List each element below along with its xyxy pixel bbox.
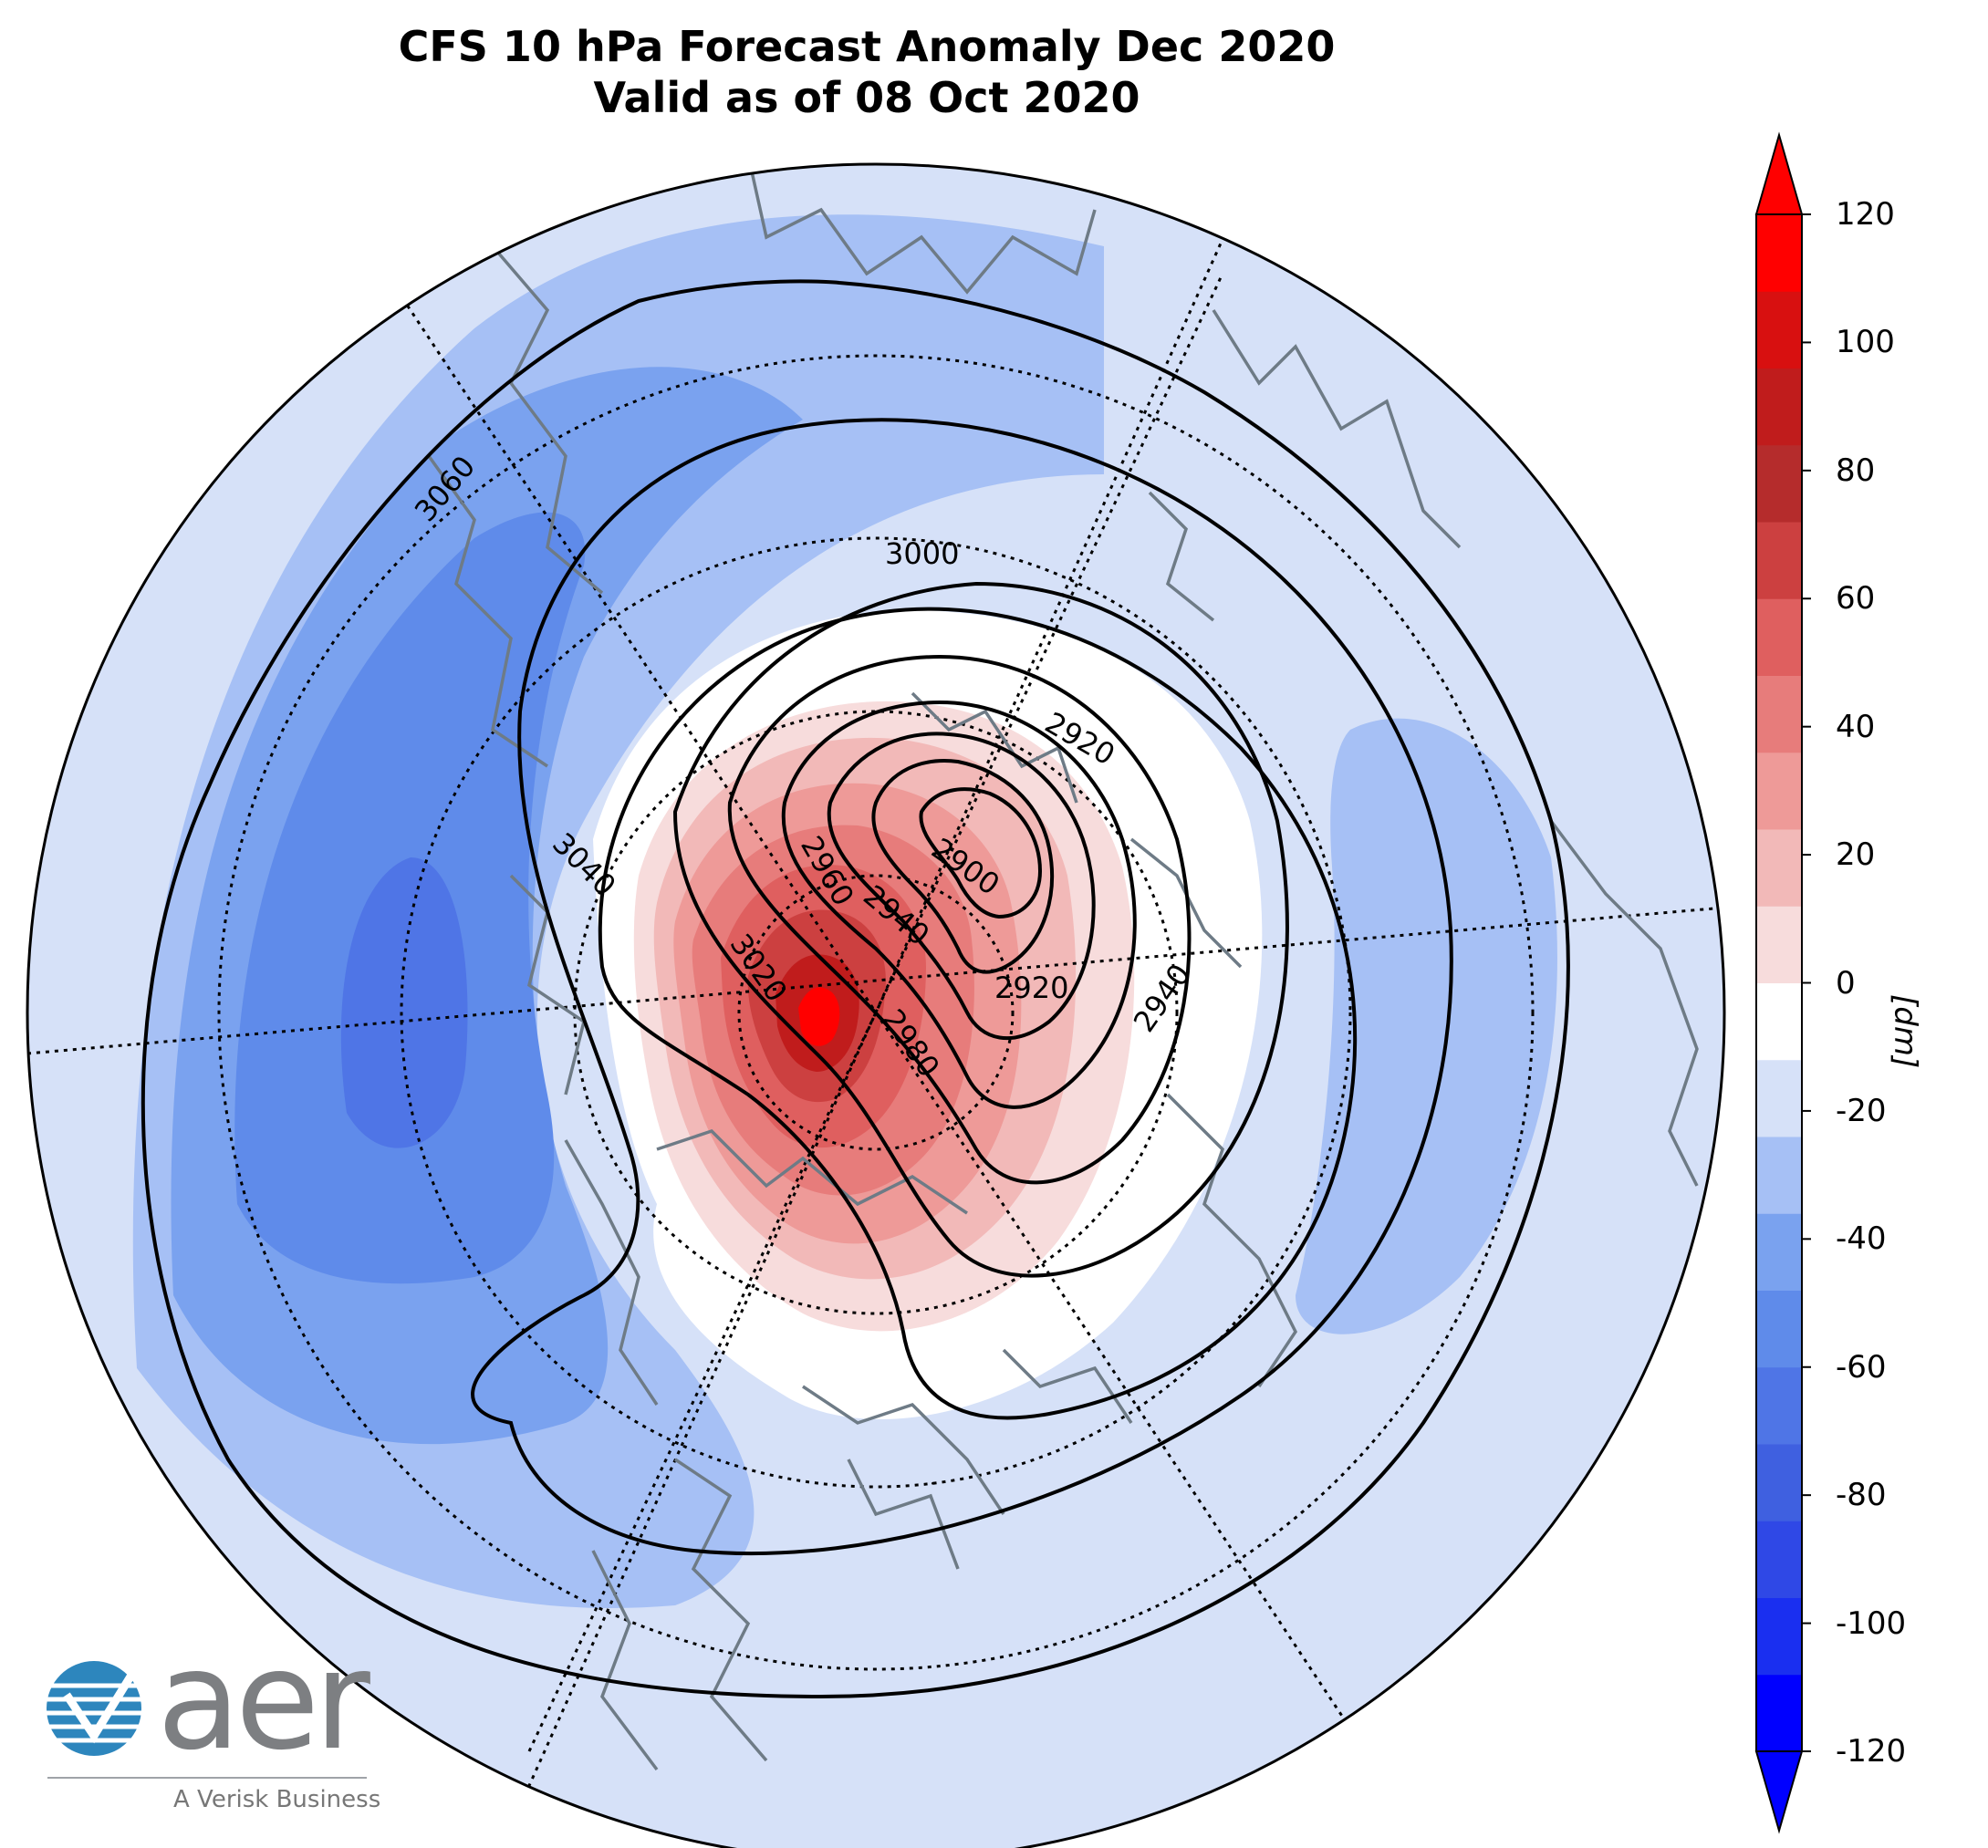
colorbar-tick-label: 20 xyxy=(1836,836,1876,874)
colorbar-segment xyxy=(1756,598,1802,676)
colorbar-segment xyxy=(1756,752,1802,830)
colorbar-segment xyxy=(1756,1444,1802,1521)
colorbar-segment xyxy=(1756,906,1802,983)
colorbar-tick-label: -80 xyxy=(1836,1477,1887,1514)
anomaly-neg-50-band xyxy=(340,857,468,1148)
colorbar-segment xyxy=(1756,1521,1802,1598)
colorbar-segment xyxy=(1756,1674,1802,1752)
contour-2980 xyxy=(727,654,1192,1185)
colorbar-tick-label: 60 xyxy=(1836,580,1876,618)
colorbar-tick-label: 0 xyxy=(1836,964,1856,1002)
contour-label-3000: 3000 xyxy=(885,536,959,571)
logo-wordmark: aer xyxy=(157,1622,370,1781)
colorbar-segment xyxy=(1756,522,1802,599)
colorbar-segment xyxy=(1756,829,1802,907)
colorbar-segment xyxy=(1756,1213,1802,1291)
colorbar-segment xyxy=(1756,1597,1802,1676)
colorbar-segment xyxy=(1756,214,1802,292)
colorbar-segment xyxy=(1756,291,1802,369)
contour-3040 xyxy=(471,418,1453,1556)
colorbar-top-extend xyxy=(1754,131,1804,215)
anomaly-pos-80 xyxy=(798,987,840,1046)
anomaly-neg-east-band xyxy=(1296,718,1557,1334)
colorbar-tick-label: -40 xyxy=(1836,1220,1887,1258)
colorbar-segment xyxy=(1756,444,1802,523)
colorbar-segment xyxy=(1756,1290,1802,1368)
contour-3060 xyxy=(141,279,1570,1699)
colorbar-tick-label: -60 xyxy=(1836,1348,1887,1386)
colorbar-tick-label: 120 xyxy=(1836,196,1895,233)
colorbar-tick-label: 100 xyxy=(1836,324,1895,361)
anomaly-field: 3060 3040 3020 3000 2980 2960 2940 2920 … xyxy=(27,164,1724,1848)
colorbar-segment xyxy=(1756,1137,1802,1214)
map-title-line1: CFS 10 hPa Forecast Anomaly Dec 2020 xyxy=(398,22,1336,71)
map-boundary xyxy=(26,162,1726,1848)
height-contours xyxy=(141,279,1570,1699)
colorbar-segment xyxy=(1756,368,1802,446)
colorbar-tick-label: -20 xyxy=(1836,1092,1887,1129)
colorbar-tick-label: -120 xyxy=(1836,1733,1907,1770)
logo-tagline: A Verisk Business xyxy=(173,1786,381,1813)
map-title-line2: Valid as of 08 Oct 2020 xyxy=(593,73,1140,122)
colorbar xyxy=(1754,131,1811,1834)
colorbar-unit-label: [dm] xyxy=(1887,994,1923,1069)
contour-label-2920-lower: 2920 xyxy=(994,971,1068,1005)
colorbar-tick-label: -100 xyxy=(1836,1604,1907,1642)
logo-divider xyxy=(47,1777,367,1779)
contour-3000 xyxy=(672,581,1289,1278)
aer-logo: aer A Verisk Business xyxy=(44,1622,380,1822)
colorbar-segment xyxy=(1756,982,1802,1061)
colorbar-tick-lines xyxy=(1802,213,1811,1752)
colorbar-segment xyxy=(1756,1366,1802,1445)
colorbar-segment xyxy=(1756,675,1802,753)
colorbar-tick-label: 80 xyxy=(1836,452,1876,489)
colorbar-bottom-extend xyxy=(1754,1750,1804,1834)
contour-2900 xyxy=(919,787,1043,919)
contour-2960 xyxy=(781,700,1137,1109)
contour-2920 xyxy=(871,759,1054,974)
colorbar-segment xyxy=(1756,1059,1802,1137)
colorbar-segments xyxy=(1756,214,1802,1752)
colorbar-tick-label: 40 xyxy=(1836,708,1876,745)
contour-2940 xyxy=(827,732,1096,1040)
aer-logo-icon xyxy=(47,1661,141,1756)
